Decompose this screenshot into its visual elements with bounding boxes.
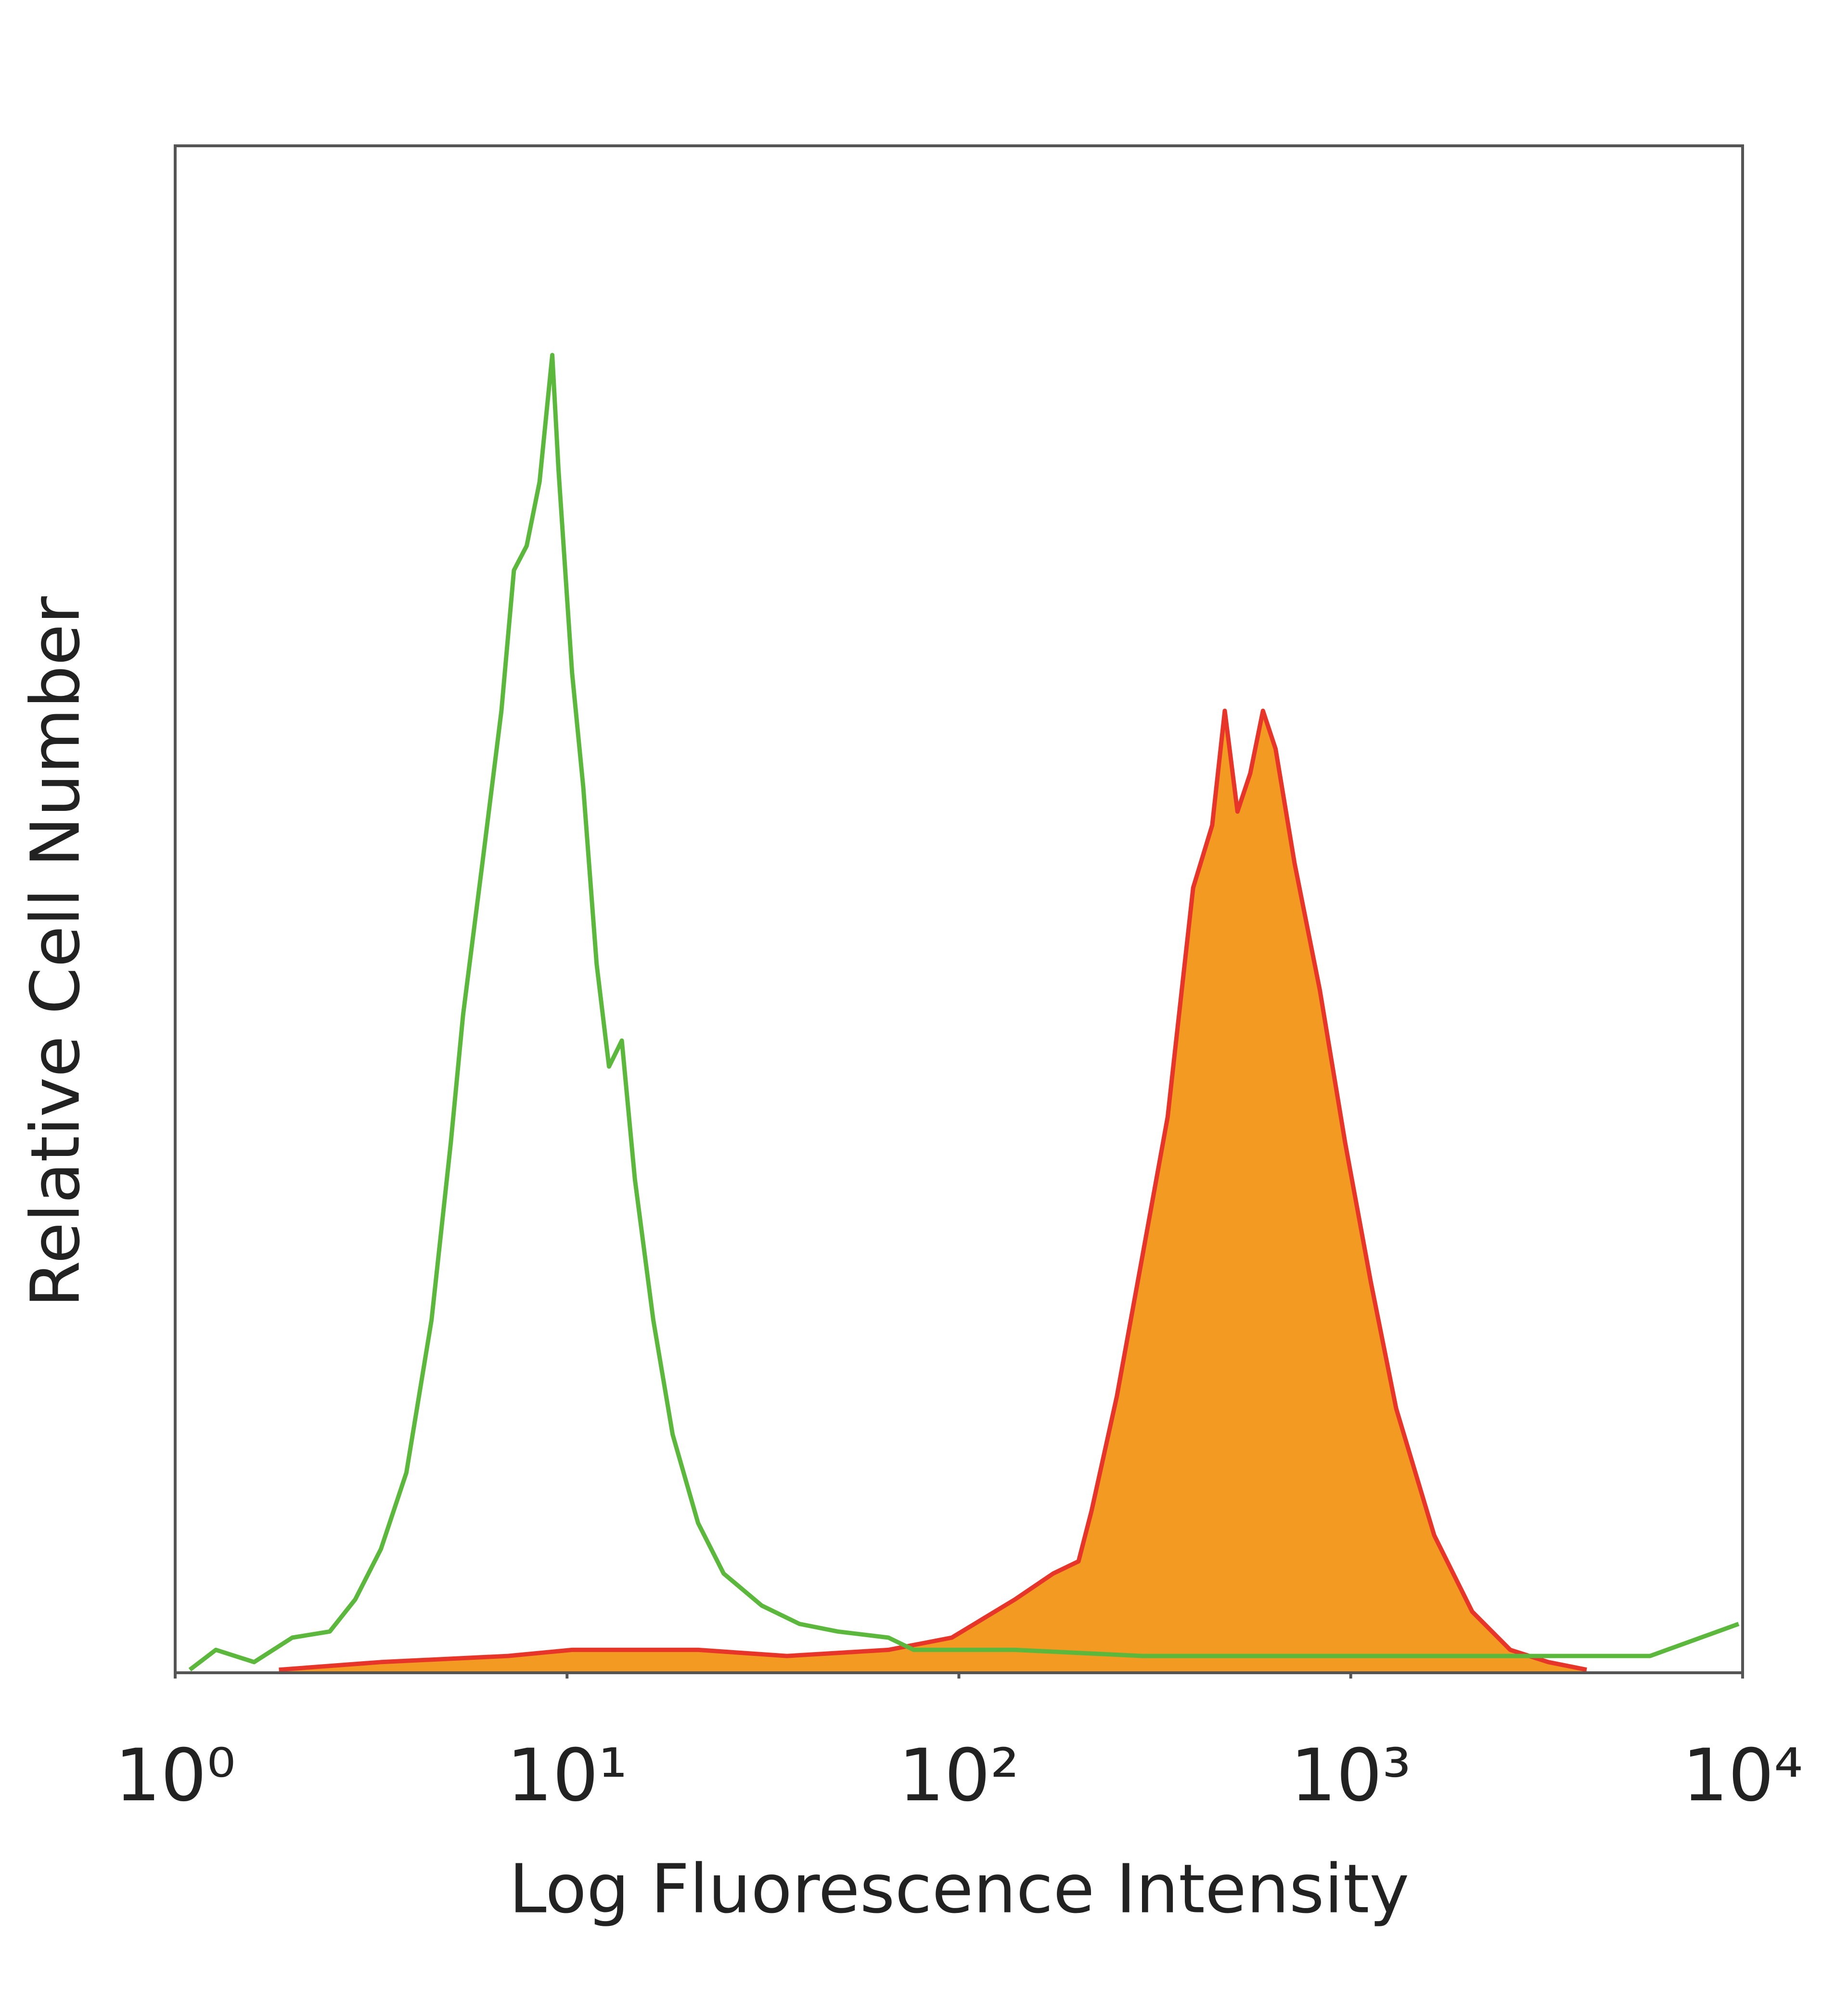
series-line (279, 708, 1587, 1672)
series-area (279, 711, 1587, 1673)
x-axis-label: Log Fluorescence Intensity (509, 1850, 1410, 1929)
x-tick-label: 10⁰ (115, 1734, 235, 1818)
x-tick-label: 10⁴ (1682, 1734, 1803, 1818)
x-tick-label: 10² (898, 1734, 1019, 1818)
x-tick-label: 10¹ (507, 1734, 628, 1818)
x-tick-label: 10³ (1290, 1734, 1411, 1818)
y-axis-label: Relative Cell Number (17, 596, 95, 1308)
series-line (188, 353, 1740, 1672)
